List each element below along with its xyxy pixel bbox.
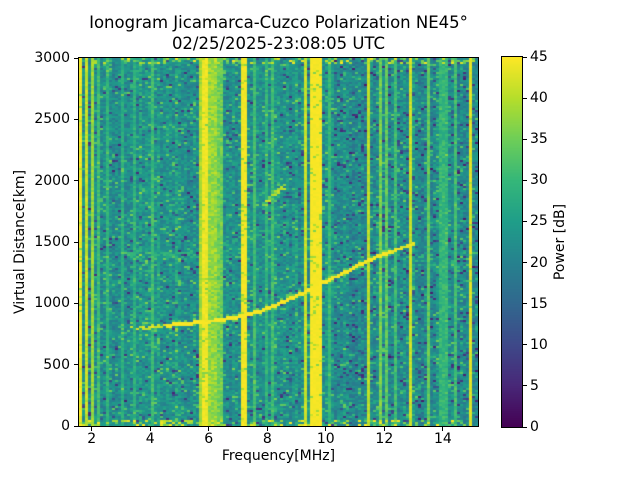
x-tick-label: 12	[375, 431, 394, 447]
x-tick-label: 2	[87, 431, 97, 447]
colorbar-tick-label: 20	[530, 254, 548, 271]
colorbar-tick-label: 0	[530, 419, 539, 435]
colorbar-frame	[501, 56, 523, 428]
x-tick-mark	[442, 427, 444, 431]
y-tick-mark	[74, 118, 78, 120]
title-line-1: Ionogram Jicamarca-Cuzco Polarization NE…	[89, 13, 468, 32]
colorbar-tick-label: 5	[530, 377, 539, 394]
x-tick-label: 4	[145, 431, 155, 447]
colorbar-tick-mark	[523, 344, 527, 346]
colorbar-tick-mark	[523, 56, 527, 58]
colorbar-label: Power [dB]	[552, 203, 568, 281]
x-tick-mark	[325, 427, 327, 431]
y-tick-mark	[74, 57, 78, 59]
x-tick-mark	[91, 427, 93, 431]
y-tick-label: 1500	[34, 234, 70, 250]
x-tick-mark	[383, 427, 385, 431]
y-tick-label: 3000	[34, 50, 70, 66]
colorbar-tick-mark	[523, 262, 527, 264]
colorbar-tick-mark	[523, 385, 527, 387]
y-tick-label: 2500	[34, 111, 70, 128]
colorbar-tick-label: 35	[530, 131, 548, 148]
colorbar-tick-mark	[523, 179, 527, 181]
x-tick-mark	[149, 427, 151, 431]
colorbar-tick-mark	[523, 138, 527, 140]
x-tick-mark	[266, 427, 268, 431]
title-line-2: 02/25/2025-23:08:05 UTC	[171, 34, 386, 53]
colorbar-tick-mark	[523, 97, 527, 99]
y-tick-label: 0	[61, 418, 70, 434]
plot-title: Ionogram Jicamarca-Cuzco Polarization NE…	[79, 12, 478, 54]
x-axis-label: Frequency[MHz]	[221, 448, 336, 464]
colorbar-tick-mark	[523, 426, 527, 428]
plot-frame	[78, 57, 479, 427]
x-tick-mark	[208, 427, 210, 431]
y-tick-mark	[74, 302, 78, 304]
x-tick-label: 10	[316, 431, 335, 447]
y-tick-label: 500	[43, 356, 70, 373]
colorbar-tick-label: 25	[530, 213, 548, 230]
x-tick-label: 8	[262, 431, 272, 447]
colorbar-tick-mark	[523, 220, 527, 222]
colorbar-tick-label: 40	[530, 90, 548, 107]
y-tick-mark	[74, 241, 78, 243]
x-tick-label: 6	[204, 431, 214, 447]
colorbar-tick-label: 15	[530, 295, 548, 312]
y-tick-mark	[74, 364, 78, 366]
y-tick-label: 1000	[34, 295, 70, 312]
ionogram-heatmap	[79, 58, 478, 426]
y-tick-mark	[74, 180, 78, 182]
colorbar-gradient	[502, 57, 522, 427]
y-tick-mark	[74, 425, 78, 427]
colorbar-tick-label: 45	[530, 49, 548, 65]
x-tick-label: 14	[433, 431, 452, 447]
colorbar-tick-label: 10	[530, 336, 548, 353]
y-tick-label: 2000	[34, 172, 70, 189]
colorbar-tick-label: 30	[530, 172, 548, 189]
colorbar-tick-mark	[523, 303, 527, 305]
